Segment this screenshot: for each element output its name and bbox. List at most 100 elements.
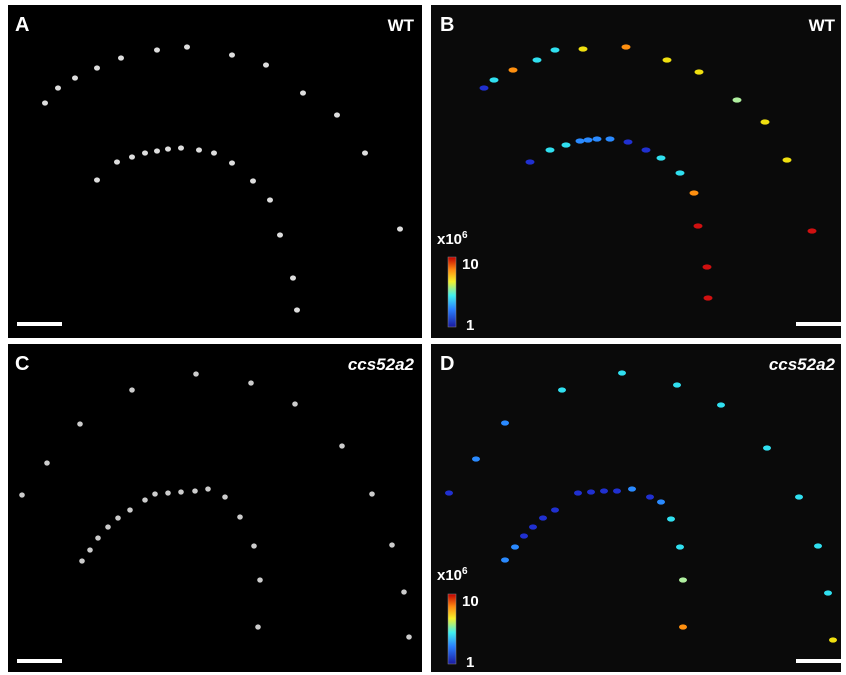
panel-label: C bbox=[15, 353, 29, 375]
nucleus bbox=[229, 52, 235, 57]
nucleus bbox=[676, 170, 685, 175]
nucleus bbox=[624, 139, 633, 144]
nucleus bbox=[205, 486, 211, 491]
nucleus bbox=[622, 44, 631, 49]
nucleus bbox=[501, 557, 509, 562]
nucleus bbox=[389, 542, 395, 547]
nucleus bbox=[676, 544, 684, 549]
panel-label: D bbox=[440, 353, 454, 375]
nucleus bbox=[55, 85, 61, 90]
nucleus bbox=[222, 494, 228, 499]
scale: x10 bbox=[437, 567, 462, 584]
nucleus bbox=[733, 97, 742, 102]
nucleus bbox=[115, 515, 121, 520]
nucleus bbox=[369, 491, 375, 496]
nucleus bbox=[558, 387, 566, 392]
nucleus bbox=[334, 112, 340, 117]
nucleus bbox=[72, 75, 78, 80]
nucleus bbox=[362, 150, 368, 155]
nucleus bbox=[118, 55, 124, 60]
genotype: ccs52a2 bbox=[769, 355, 836, 374]
scale: x10 bbox=[437, 231, 462, 248]
nucleus bbox=[695, 69, 704, 74]
figure: A WT B WT C ccs52a2 D ccs52a2 x106 10 1 … bbox=[0, 0, 846, 675]
nucleus bbox=[618, 370, 626, 375]
nucleus bbox=[690, 190, 699, 195]
nucleus bbox=[105, 524, 111, 529]
nucleus bbox=[533, 57, 542, 62]
nucleus bbox=[19, 492, 25, 497]
colorbar-gradient bbox=[448, 594, 456, 664]
nucleus bbox=[255, 624, 261, 629]
nucleus bbox=[267, 197, 273, 202]
nucleus bbox=[472, 456, 480, 461]
nucleus bbox=[509, 67, 518, 72]
nucleus bbox=[593, 136, 602, 141]
nucleus bbox=[178, 145, 184, 150]
nucleus bbox=[808, 228, 817, 233]
nucleus bbox=[520, 533, 528, 538]
nucleus bbox=[539, 515, 547, 520]
nucleus bbox=[251, 543, 257, 548]
genotype: WT bbox=[388, 16, 415, 35]
nucleus bbox=[95, 535, 101, 540]
nucleus bbox=[406, 634, 412, 639]
nucleus bbox=[42, 100, 48, 105]
nucleus bbox=[667, 516, 675, 521]
colorbar-max: 10 bbox=[462, 593, 479, 610]
panel-c bbox=[8, 344, 422, 672]
nucleus bbox=[142, 150, 148, 155]
nucleus bbox=[657, 155, 666, 160]
nucleus bbox=[579, 46, 588, 51]
nucleus bbox=[613, 488, 621, 493]
genotype: ccs52a2 bbox=[348, 355, 415, 374]
nucleus bbox=[663, 57, 672, 62]
nucleus bbox=[824, 590, 832, 595]
nucleus bbox=[783, 157, 792, 162]
nucleus bbox=[814, 543, 822, 548]
nucleus bbox=[44, 460, 50, 465]
nucleus bbox=[339, 443, 345, 448]
nucleus bbox=[829, 637, 837, 642]
nucleus bbox=[94, 177, 100, 182]
nucleus bbox=[152, 491, 158, 496]
nucleus bbox=[290, 275, 296, 280]
nucleus bbox=[694, 223, 703, 228]
nucleus bbox=[501, 420, 509, 425]
nucleus bbox=[263, 62, 269, 67]
nucleus bbox=[193, 371, 199, 376]
nucleus bbox=[551, 47, 560, 52]
nucleus bbox=[184, 44, 190, 49]
nucleus bbox=[546, 147, 555, 152]
nucleus bbox=[511, 544, 519, 549]
nucleus bbox=[763, 445, 771, 450]
nucleus bbox=[673, 382, 681, 387]
nucleus bbox=[795, 494, 803, 499]
nucleus bbox=[154, 47, 160, 52]
nucleus bbox=[237, 514, 243, 519]
nucleus bbox=[127, 507, 133, 512]
nucleus bbox=[551, 507, 559, 512]
scale-bar bbox=[796, 322, 841, 326]
nucleus bbox=[154, 148, 160, 153]
nucleus bbox=[587, 489, 595, 494]
genotype: WT bbox=[809, 16, 836, 35]
nucleus bbox=[480, 85, 489, 90]
nucleus bbox=[178, 489, 184, 494]
nucleus bbox=[87, 547, 93, 552]
nucleus bbox=[397, 226, 403, 231]
nucleus bbox=[562, 142, 571, 147]
nucleus bbox=[192, 488, 198, 493]
scale-bar bbox=[17, 322, 62, 326]
panel-d bbox=[431, 344, 841, 672]
nucleus bbox=[401, 589, 407, 594]
nucleus bbox=[606, 136, 615, 141]
scale-bar bbox=[796, 659, 841, 663]
nucleus bbox=[529, 524, 537, 529]
nucleus bbox=[526, 159, 535, 164]
nucleus bbox=[94, 65, 100, 70]
scale-bar bbox=[17, 659, 62, 663]
panel-b bbox=[431, 5, 841, 338]
exponent: 6 bbox=[462, 230, 468, 241]
colorbar-max: 10 bbox=[462, 256, 479, 273]
